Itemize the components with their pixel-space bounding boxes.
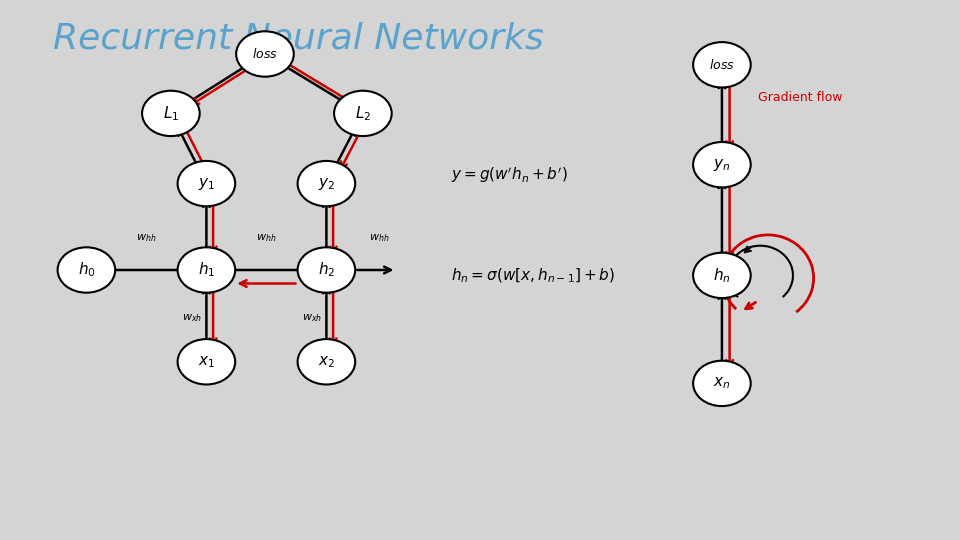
- Text: $y_1$: $y_1$: [198, 176, 215, 192]
- Text: $y = g(w'h_n + b')$: $y = g(w'h_n + b')$: [451, 166, 568, 185]
- Text: $x_1$: $x_1$: [198, 354, 215, 370]
- Ellipse shape: [178, 247, 235, 293]
- Text: $y_2$: $y_2$: [318, 176, 335, 192]
- Ellipse shape: [298, 339, 355, 384]
- Text: $y_n$: $y_n$: [713, 157, 731, 173]
- Ellipse shape: [693, 42, 751, 87]
- Ellipse shape: [58, 247, 115, 293]
- Text: $w_{xh}$: $w_{xh}$: [181, 313, 202, 325]
- Text: $h_2$: $h_2$: [318, 261, 335, 279]
- Ellipse shape: [693, 253, 751, 298]
- Text: $h_n$: $h_n$: [713, 266, 731, 285]
- Ellipse shape: [334, 91, 392, 136]
- Ellipse shape: [236, 31, 294, 77]
- Text: $w_{hh}$: $w_{hh}$: [256, 232, 276, 244]
- Ellipse shape: [178, 161, 235, 206]
- Text: $w_{hh}$: $w_{hh}$: [136, 232, 156, 244]
- Text: Recurrent Neural Networks: Recurrent Neural Networks: [53, 22, 543, 56]
- Ellipse shape: [693, 142, 751, 187]
- Ellipse shape: [693, 361, 751, 406]
- Text: $x_2$: $x_2$: [318, 354, 335, 370]
- Ellipse shape: [178, 339, 235, 384]
- Ellipse shape: [142, 91, 200, 136]
- Text: $loss$: $loss$: [709, 58, 734, 72]
- Text: $x_n$: $x_n$: [713, 375, 731, 391]
- Text: $w_{hh}$: $w_{hh}$: [369, 232, 390, 244]
- Text: $L_2$: $L_2$: [355, 104, 371, 123]
- Ellipse shape: [298, 247, 355, 293]
- Text: $L_1$: $L_1$: [163, 104, 179, 123]
- Text: Gradient flow: Gradient flow: [758, 91, 843, 104]
- Text: $loss$: $loss$: [252, 47, 277, 61]
- Text: $h_1$: $h_1$: [198, 261, 215, 279]
- Text: $h_0$: $h_0$: [78, 261, 95, 279]
- Text: $h_n = \sigma(w[x, h_{n-1}] + b)$: $h_n = \sigma(w[x, h_{n-1}] + b)$: [451, 266, 615, 285]
- Text: $w_{xh}$: $w_{xh}$: [301, 313, 322, 325]
- Ellipse shape: [298, 161, 355, 206]
